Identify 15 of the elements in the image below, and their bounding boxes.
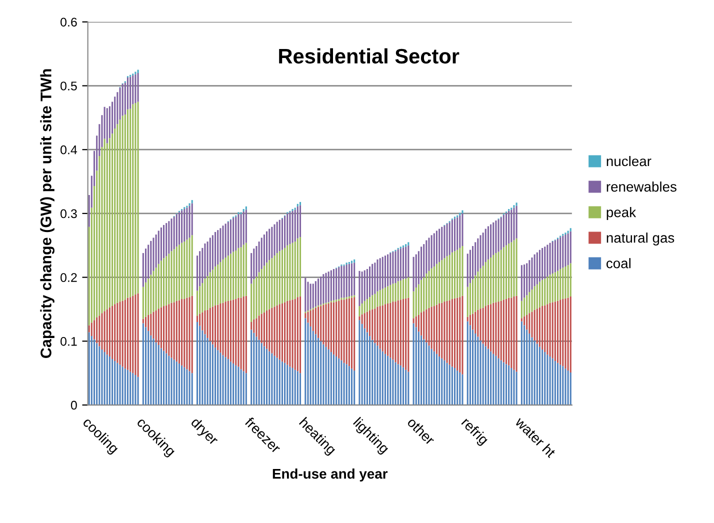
y-tick-label: 0.2 (60, 273, 77, 282)
text: Residential Sector (279, 48, 460, 64)
y-tick-label: 0 (70, 400, 77, 410)
legend-label: peak (606, 207, 636, 220)
legend-label: natural gas (606, 232, 674, 246)
y-tick-label: 0.4 (60, 145, 78, 154)
y-axis-title: Capacity change (GW) per unit site TWh (40, 69, 54, 358)
y-tick-label: 0.1 (60, 336, 77, 346)
y-tick-label: 0.6 (60, 18, 77, 27)
legend-label: coal (606, 258, 630, 268)
legend-label: renewables (606, 182, 676, 192)
x-axis-title: End-use and year (272, 468, 388, 482)
legend-label: nuclear (606, 156, 652, 166)
y-tick-label: 0.5 (60, 82, 77, 90)
y-tick-label: 0.3 (60, 209, 77, 218)
